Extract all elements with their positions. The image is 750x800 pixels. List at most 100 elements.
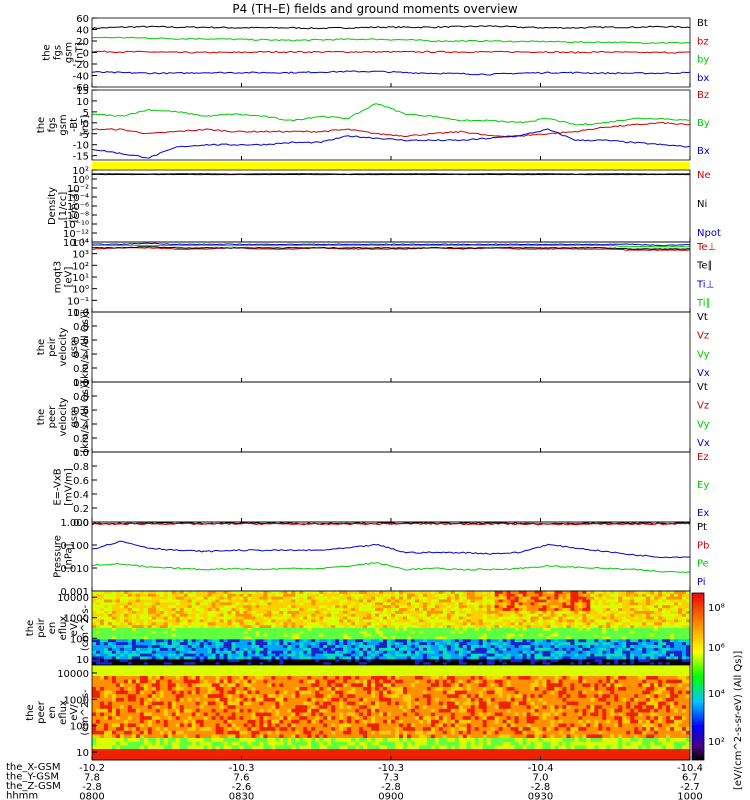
spectrogram-cell xyxy=(570,619,575,623)
spectrogram-cell xyxy=(522,628,527,632)
y-axis-label: fgs xyxy=(47,117,58,132)
spectrogram-cell xyxy=(219,642,224,646)
spectrogram-cell xyxy=(123,647,129,652)
spectrogram-cell xyxy=(219,599,224,603)
spectrogram-cell xyxy=(235,659,240,663)
y-axis-label: (cm^2-s- xyxy=(80,689,91,736)
spectrogram-cell xyxy=(287,591,292,595)
spectrogram-cell xyxy=(650,668,655,673)
spectrogram-cell xyxy=(662,608,667,612)
spectrogram-cell xyxy=(383,616,388,620)
spectrogram-cell xyxy=(127,608,133,612)
spectrogram-cell xyxy=(446,639,452,643)
spectrogram-cell xyxy=(335,679,340,684)
spectrogram-cell xyxy=(355,619,360,623)
spectrogram-cell xyxy=(343,653,348,657)
spectrogram-cell xyxy=(650,650,655,655)
spectrogram-cell xyxy=(247,591,252,595)
spectrogram-cell xyxy=(92,616,97,620)
spectrogram-cell xyxy=(630,596,635,600)
spectrogram-cell xyxy=(271,602,276,606)
spectrogram-cell xyxy=(243,630,248,635)
spectrogram-cell xyxy=(251,591,256,595)
spectrogram-cell xyxy=(335,610,340,615)
series-line-by xyxy=(91,36,691,44)
spectrogram-cell xyxy=(359,668,364,673)
spectrogram-cell xyxy=(666,591,671,595)
spectrogram-cell xyxy=(143,596,149,600)
spectrogram-cell xyxy=(227,602,232,606)
spectrogram-cell xyxy=(494,608,500,612)
spectrogram-cell xyxy=(307,653,312,657)
spectrogram-cell xyxy=(462,639,468,643)
spectrogram-cell xyxy=(570,628,575,632)
spectrogram-cell xyxy=(323,613,328,618)
spectrogram-cell xyxy=(231,647,236,652)
spectrogram-cell xyxy=(422,619,428,623)
spectrogram-cell xyxy=(646,593,651,598)
spectrogram-cell xyxy=(383,672,388,677)
spectrogram-cell xyxy=(147,630,153,635)
spectrogram-cell xyxy=(327,662,332,666)
spectrogram-cell xyxy=(462,679,468,684)
spectrogram-cell xyxy=(670,668,675,673)
spectrogram-cell xyxy=(442,672,448,677)
spectrogram-cell xyxy=(227,636,232,640)
spectrogram-cell xyxy=(634,642,639,646)
spectrogram-cell xyxy=(351,610,356,615)
spectrogram-cell xyxy=(594,636,599,640)
spectrogram-cell xyxy=(111,650,117,655)
spectrogram-cell xyxy=(450,668,456,673)
spectrogram-cell xyxy=(470,610,476,615)
spectrogram-cell xyxy=(438,675,444,681)
spectrogram-cell xyxy=(414,610,420,615)
spectrogram-cell xyxy=(470,625,476,629)
spectrogram-cell xyxy=(239,596,244,600)
spectrogram-cell xyxy=(371,591,376,595)
spectrogram-cell xyxy=(614,633,619,637)
spectrogram-cell xyxy=(646,616,651,620)
spectrogram-cell xyxy=(167,616,173,620)
spectrogram-cell xyxy=(139,591,145,595)
spectrogram-cell xyxy=(506,591,511,595)
spectrogram-cell xyxy=(470,605,476,609)
spectrogram-cell xyxy=(434,599,440,603)
spectrogram-cell xyxy=(119,636,125,640)
spectrogram-cell xyxy=(446,675,452,681)
spectrogram-cell xyxy=(514,645,519,649)
spectrogram-cell xyxy=(207,608,212,612)
spectrogram-cell xyxy=(526,665,531,670)
spectrogram-cell xyxy=(343,656,348,660)
spectrogram-cell xyxy=(594,633,599,637)
spectrogram-cell xyxy=(255,628,260,632)
spectrogram-cell xyxy=(474,650,480,655)
spectrogram-cell xyxy=(179,613,185,618)
spectrogram-cell xyxy=(406,591,412,595)
spectrogram-cell xyxy=(187,662,193,666)
spectrogram-cell xyxy=(155,630,161,635)
spectrogram-cell xyxy=(223,608,228,612)
spectrogram-cell xyxy=(95,608,101,612)
spectrogram-cell xyxy=(107,675,113,681)
spectrogram-cell xyxy=(187,642,193,646)
spectrogram-cell xyxy=(299,647,304,652)
spectrogram-cell xyxy=(115,636,121,640)
spectrogram-cell xyxy=(566,633,571,637)
spectrogram-cell xyxy=(546,596,551,600)
spectrogram-cell xyxy=(363,630,368,635)
spectrogram-cell xyxy=(446,619,452,623)
spectrogram-cell xyxy=(291,683,296,688)
spectrogram-cell xyxy=(371,613,376,618)
spectrogram-cell xyxy=(147,619,153,623)
spectrogram-cell xyxy=(546,628,551,632)
spectrogram-cell xyxy=(187,599,193,603)
spectrogram-cell xyxy=(183,662,189,666)
spectrogram-cell xyxy=(219,675,224,681)
spectrogram-cell xyxy=(638,636,643,640)
spectrogram-cell xyxy=(554,636,559,640)
spectrogram-cell xyxy=(227,599,232,603)
spectrogram-cell xyxy=(159,602,165,606)
spectrogram-cell xyxy=(199,608,205,612)
spectrogram-cell xyxy=(307,610,312,615)
spectrogram-cell xyxy=(175,665,181,670)
